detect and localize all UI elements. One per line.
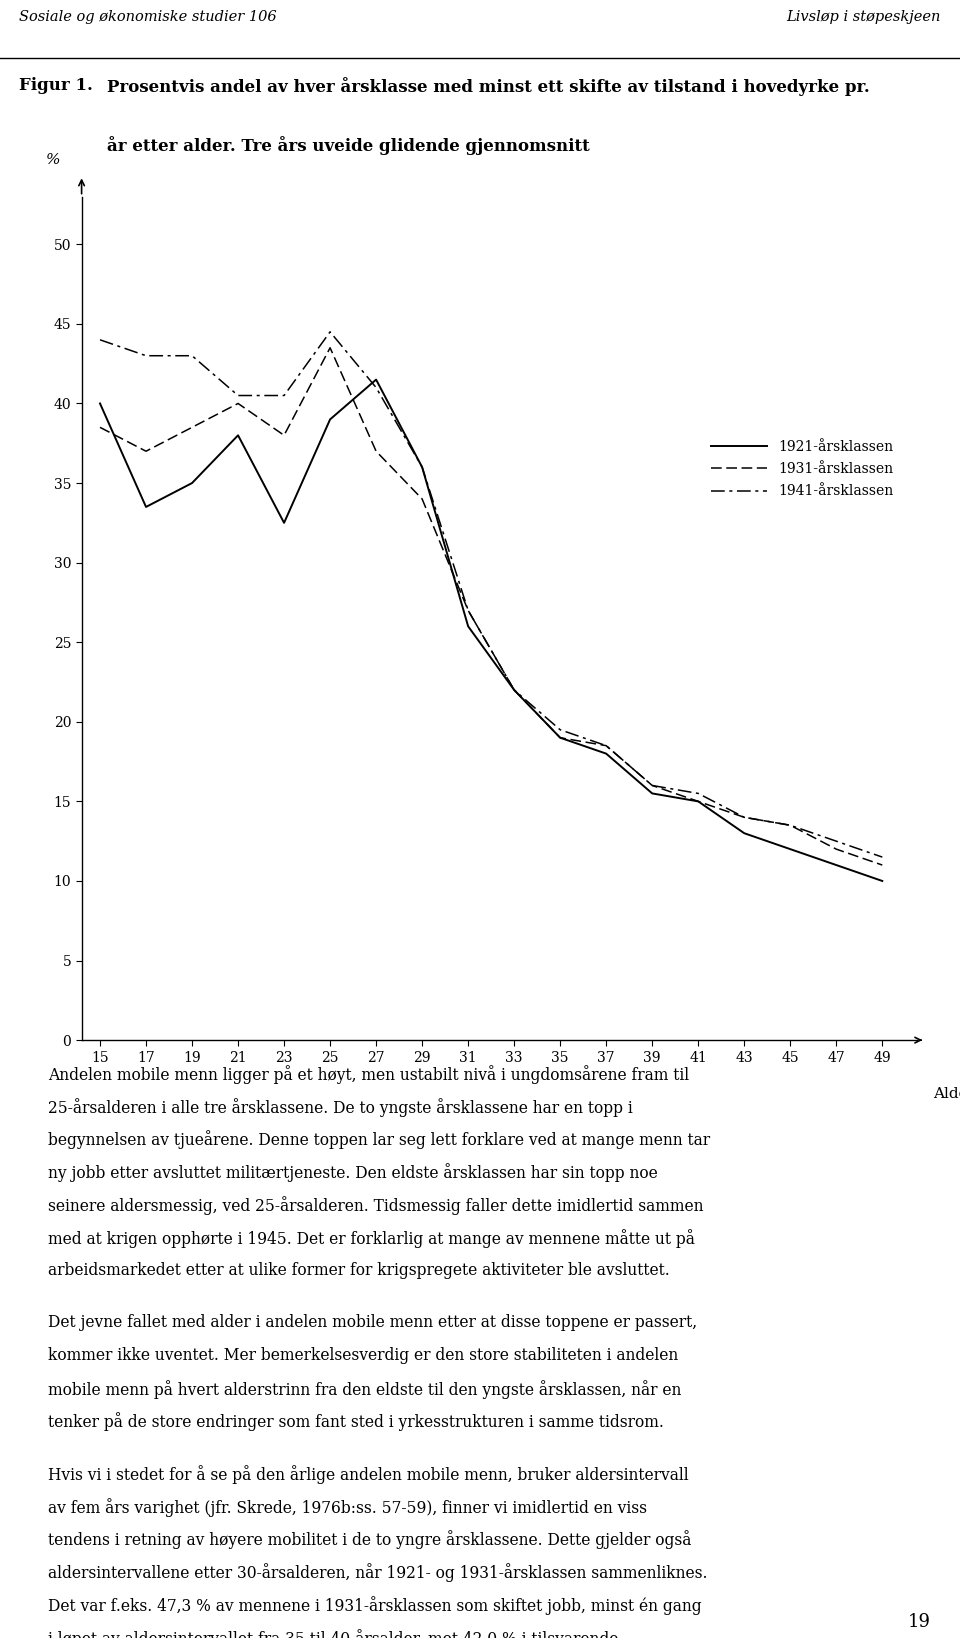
Text: Livsløp i støpeskjeen: Livsløp i støpeskjeen (786, 10, 941, 25)
Text: i løpet av aldersintervallet fra 35 til 40-årsalder, mot 42,0 % i tilsvarende: i løpet av aldersintervallet fra 35 til … (48, 1628, 618, 1638)
Text: mobile menn på hvert alderstrinn fra den eldste til den yngste årsklassen, når e: mobile menn på hvert alderstrinn fra den… (48, 1379, 682, 1399)
Text: kommer ikke uventet. Mer bemerkelsesverdig er den store stabiliteten i andelen: kommer ikke uventet. Mer bemerkelsesverd… (48, 1346, 679, 1364)
Text: ny jobb etter avsluttet militærtjeneste. Den eldste årsklassen har sin topp noe: ny jobb etter avsluttet militærtjeneste.… (48, 1163, 658, 1183)
Text: Det var f.eks. 47,3 % av mennene i 1931-årsklassen som skiftet jobb, minst én ga: Det var f.eks. 47,3 % av mennene i 1931-… (48, 1595, 702, 1615)
Text: Prosentvis andel av hver årsklasse med minst ett skifte av tilstand i hovedyrke : Prosentvis andel av hver årsklasse med m… (107, 77, 870, 97)
Text: med at krigen opphørte i 1945. Det er forklarlig at mange av mennene måtte ut på: med at krigen opphørte i 1945. Det er fo… (48, 1228, 695, 1248)
Text: Sosiale og økonomiske studier 106: Sosiale og økonomiske studier 106 (19, 10, 276, 25)
Text: arbeidsmarkedet etter at ulike former for krigspregete aktiviteter ble avsluttet: arbeidsmarkedet etter at ulike former fo… (48, 1261, 670, 1279)
Legend: 1921-årsklassen, 1931-årsklassen, 1941-årsklassen: 1921-årsklassen, 1931-årsklassen, 1941-å… (711, 439, 893, 498)
Text: Andelen mobile menn ligger på et høyt, men ustabilt nivå i ungdomsårene fram til: Andelen mobile menn ligger på et høyt, m… (48, 1065, 689, 1084)
Text: år etter alder. Tre års uveide glidende gjennomsnitt: år etter alder. Tre års uveide glidende … (107, 136, 589, 156)
Text: Det jevne fallet med alder i andelen mobile menn etter at disse toppene er passe: Det jevne fallet med alder i andelen mob… (48, 1314, 697, 1332)
Text: Figur 1.: Figur 1. (19, 77, 93, 93)
Text: 19: 19 (908, 1613, 931, 1630)
Text: seinere aldersmessig, ved 25-årsalderen. Tidsmessig faller dette imidlertid samm: seinere aldersmessig, ved 25-årsalderen.… (48, 1196, 704, 1215)
Text: tendens i retning av høyere mobilitet i de to yngre årsklassene. Dette gjelder o: tendens i retning av høyere mobilitet i … (48, 1530, 691, 1550)
Text: tenker på de store endringer som fant sted i yrkesstrukturen i samme tidsrom.: tenker på de store endringer som fant st… (48, 1412, 664, 1432)
Text: Alder: Alder (933, 1086, 960, 1101)
Text: aldersintervallene etter 30-årsalderen, når 1921- og 1931-årsklassen sammenlikne: aldersintervallene etter 30-årsalderen, … (48, 1563, 708, 1582)
Text: %: % (46, 152, 60, 167)
Text: av fem års varighet (jfr. Skrede, 1976b:ss. 57-59), finner vi imidlertid en viss: av fem års varighet (jfr. Skrede, 1976b:… (48, 1497, 647, 1517)
Text: 25-årsalderen i alle tre årsklassene. De to yngste årsklassene har en topp i: 25-årsalderen i alle tre årsklassene. De… (48, 1097, 633, 1117)
Text: begynnelsen av tjueårene. Denne toppen lar seg lett forklare ved at mange menn t: begynnelsen av tjueårene. Denne toppen l… (48, 1130, 710, 1150)
Text: Hvis vi i stedet for å se på den årlige andelen mobile menn, bruker aldersinterv: Hvis vi i stedet for å se på den årlige … (48, 1464, 688, 1484)
